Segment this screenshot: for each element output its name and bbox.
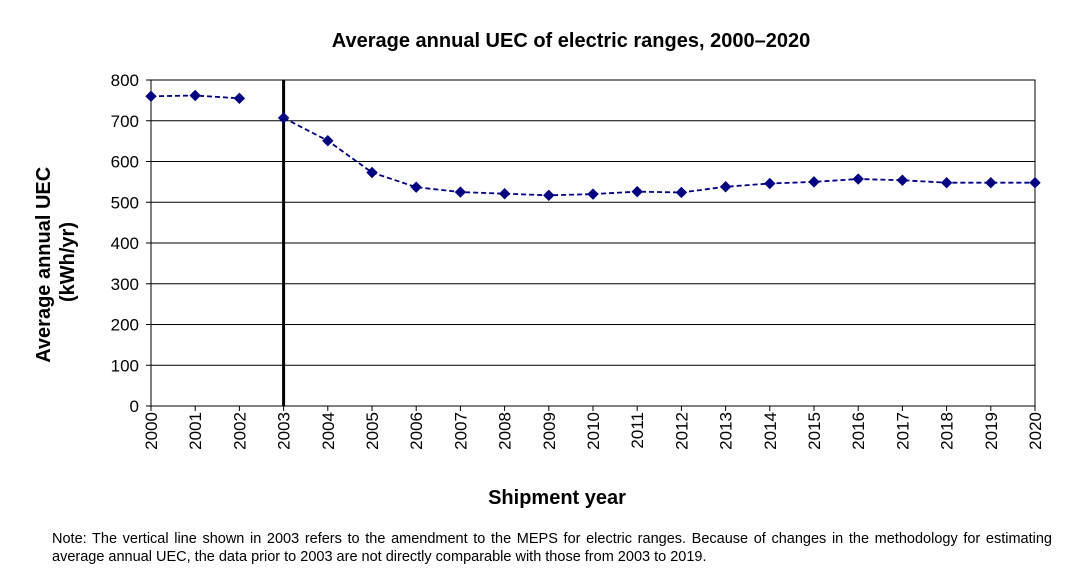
x-tick-label: 2000	[142, 412, 161, 450]
data-point-2016	[852, 173, 864, 185]
x-tick-label: 2007	[451, 412, 470, 450]
x-tick-label: 2009	[540, 412, 559, 450]
chart-title: Average annual UEC of electric ranges, 2…	[332, 30, 810, 52]
y-tick-label: 200	[111, 316, 139, 335]
data-point-2002	[233, 92, 246, 105]
x-tick-label: 2002	[230, 412, 249, 450]
data-point-2020	[1029, 176, 1041, 189]
data-point-2019	[985, 176, 997, 189]
x-tick-label: 2006	[407, 412, 426, 450]
y-tick-label: 500	[111, 193, 139, 212]
x-tick-label: 2008	[496, 412, 515, 450]
x-axis: 2000 2001 2002 2003 2004 2005 2006 2007 2008 2009…	[142, 406, 1045, 450]
data-point-2005	[366, 166, 378, 179]
data-point-2017	[896, 174, 909, 186]
x-tick-label: 2014	[761, 412, 780, 450]
x-tick-label: 2012	[672, 412, 691, 450]
y-tick-label: 100	[111, 356, 139, 375]
x-tick-label: 2019	[982, 412, 1001, 450]
data-point-2008	[498, 187, 511, 200]
y-tick-label: 400	[111, 234, 139, 253]
x-tick-label: 2017	[893, 412, 912, 450]
footnote: Note: The vertical line shown in 2003 re…	[52, 531, 1052, 565]
data-point-2000	[145, 90, 157, 103]
x-tick-label: 2020	[1026, 412, 1045, 450]
gridlines	[151, 120, 1035, 366]
data-point-2001	[189, 89, 201, 102]
y-axis: 0 100 200 300 400 500 600 700 800	[111, 71, 151, 416]
x-tick-label: 2003	[275, 412, 294, 450]
data-point-2003	[277, 112, 290, 124]
data-point-2018	[940, 176, 953, 189]
y-tick-label: 700	[111, 112, 139, 131]
data-point-2009	[543, 189, 555, 202]
data-point-2012	[675, 186, 688, 199]
series-segment-2	[283, 117, 1035, 197]
data-point-2006	[410, 181, 422, 193]
data-point-2011	[631, 185, 643, 198]
x-tick-label: 2011	[628, 412, 647, 449]
data-point-2010	[587, 188, 599, 200]
y-axis-title: Average annual UEC (kWh/yr)	[33, 161, 79, 363]
data-point-2015	[808, 176, 820, 188]
y-tick-label: 600	[111, 153, 139, 172]
data-point-2007	[454, 186, 467, 198]
series-markers	[145, 89, 1041, 202]
y-axis-title-line-2: (kWh/yr)	[57, 222, 79, 302]
y-tick-label: 0	[130, 397, 139, 416]
data-point-2004	[322, 135, 334, 147]
data-point-2014	[764, 177, 776, 190]
x-tick-label: 2001	[186, 412, 205, 450]
y-tick-label: 800	[111, 71, 139, 90]
x-tick-label: 2016	[849, 412, 868, 450]
x-axis-title: Shipment year	[488, 487, 626, 509]
x-tick-label: 2004	[319, 412, 338, 450]
x-tick-label: 2010	[584, 412, 603, 450]
x-tick-label: 2013	[717, 412, 736, 450]
y-axis-title-line-1: Average annual UEC	[33, 167, 55, 363]
y-tick-label: 300	[111, 275, 139, 294]
x-tick-label: 2015	[805, 412, 824, 450]
x-tick-label: 2018	[938, 412, 957, 450]
x-tick-label: 2005	[363, 412, 382, 450]
data-point-2013	[719, 181, 732, 193]
